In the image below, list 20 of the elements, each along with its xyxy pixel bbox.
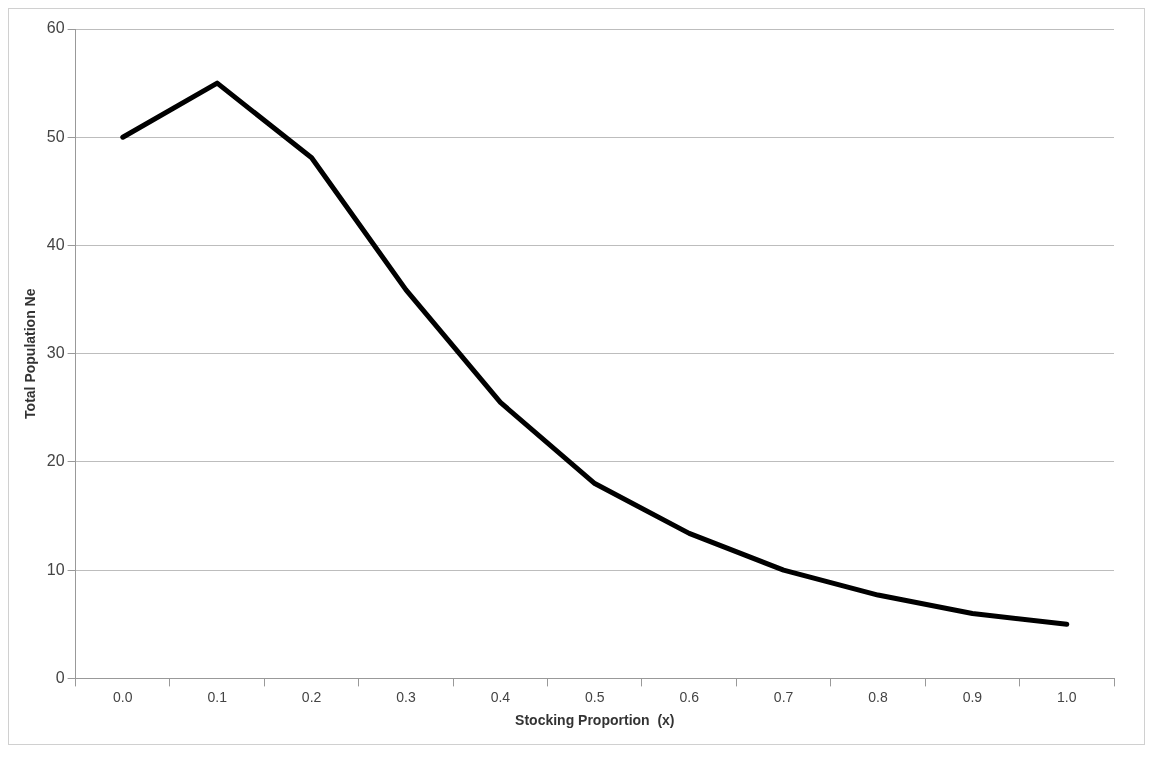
x-tick-label: 0.1 bbox=[207, 688, 228, 705]
y-tick-label: 10 bbox=[46, 560, 65, 578]
y-tick-label: 0 bbox=[55, 668, 65, 686]
y-axis-title: Total Population Ne bbox=[22, 288, 39, 419]
x-tick-label: 0.5 bbox=[585, 688, 605, 705]
y-tick-label: 20 bbox=[46, 452, 65, 470]
y-tick-label: 40 bbox=[46, 235, 65, 253]
x-tick-label: 0.8 bbox=[868, 688, 888, 705]
x-tick-label: 0.6 bbox=[679, 688, 700, 705]
x-tick-label: 1.0 bbox=[1057, 688, 1077, 705]
y-tick-label: 50 bbox=[46, 127, 65, 145]
x-tick-label: 0.2 bbox=[301, 688, 322, 705]
x-tick-label: 0.0 bbox=[113, 688, 133, 705]
x-tick-label: 0.3 bbox=[396, 688, 416, 705]
x-axis-title: Stocking Proportion (x) bbox=[515, 712, 675, 729]
x-tick-label: 0.7 bbox=[773, 688, 794, 705]
x-tick-label: 0.4 bbox=[490, 688, 511, 705]
y-tick-label: 30 bbox=[46, 344, 65, 362]
x-tick-label: 0.9 bbox=[962, 688, 983, 705]
y-tick-label: 60 bbox=[46, 19, 65, 37]
